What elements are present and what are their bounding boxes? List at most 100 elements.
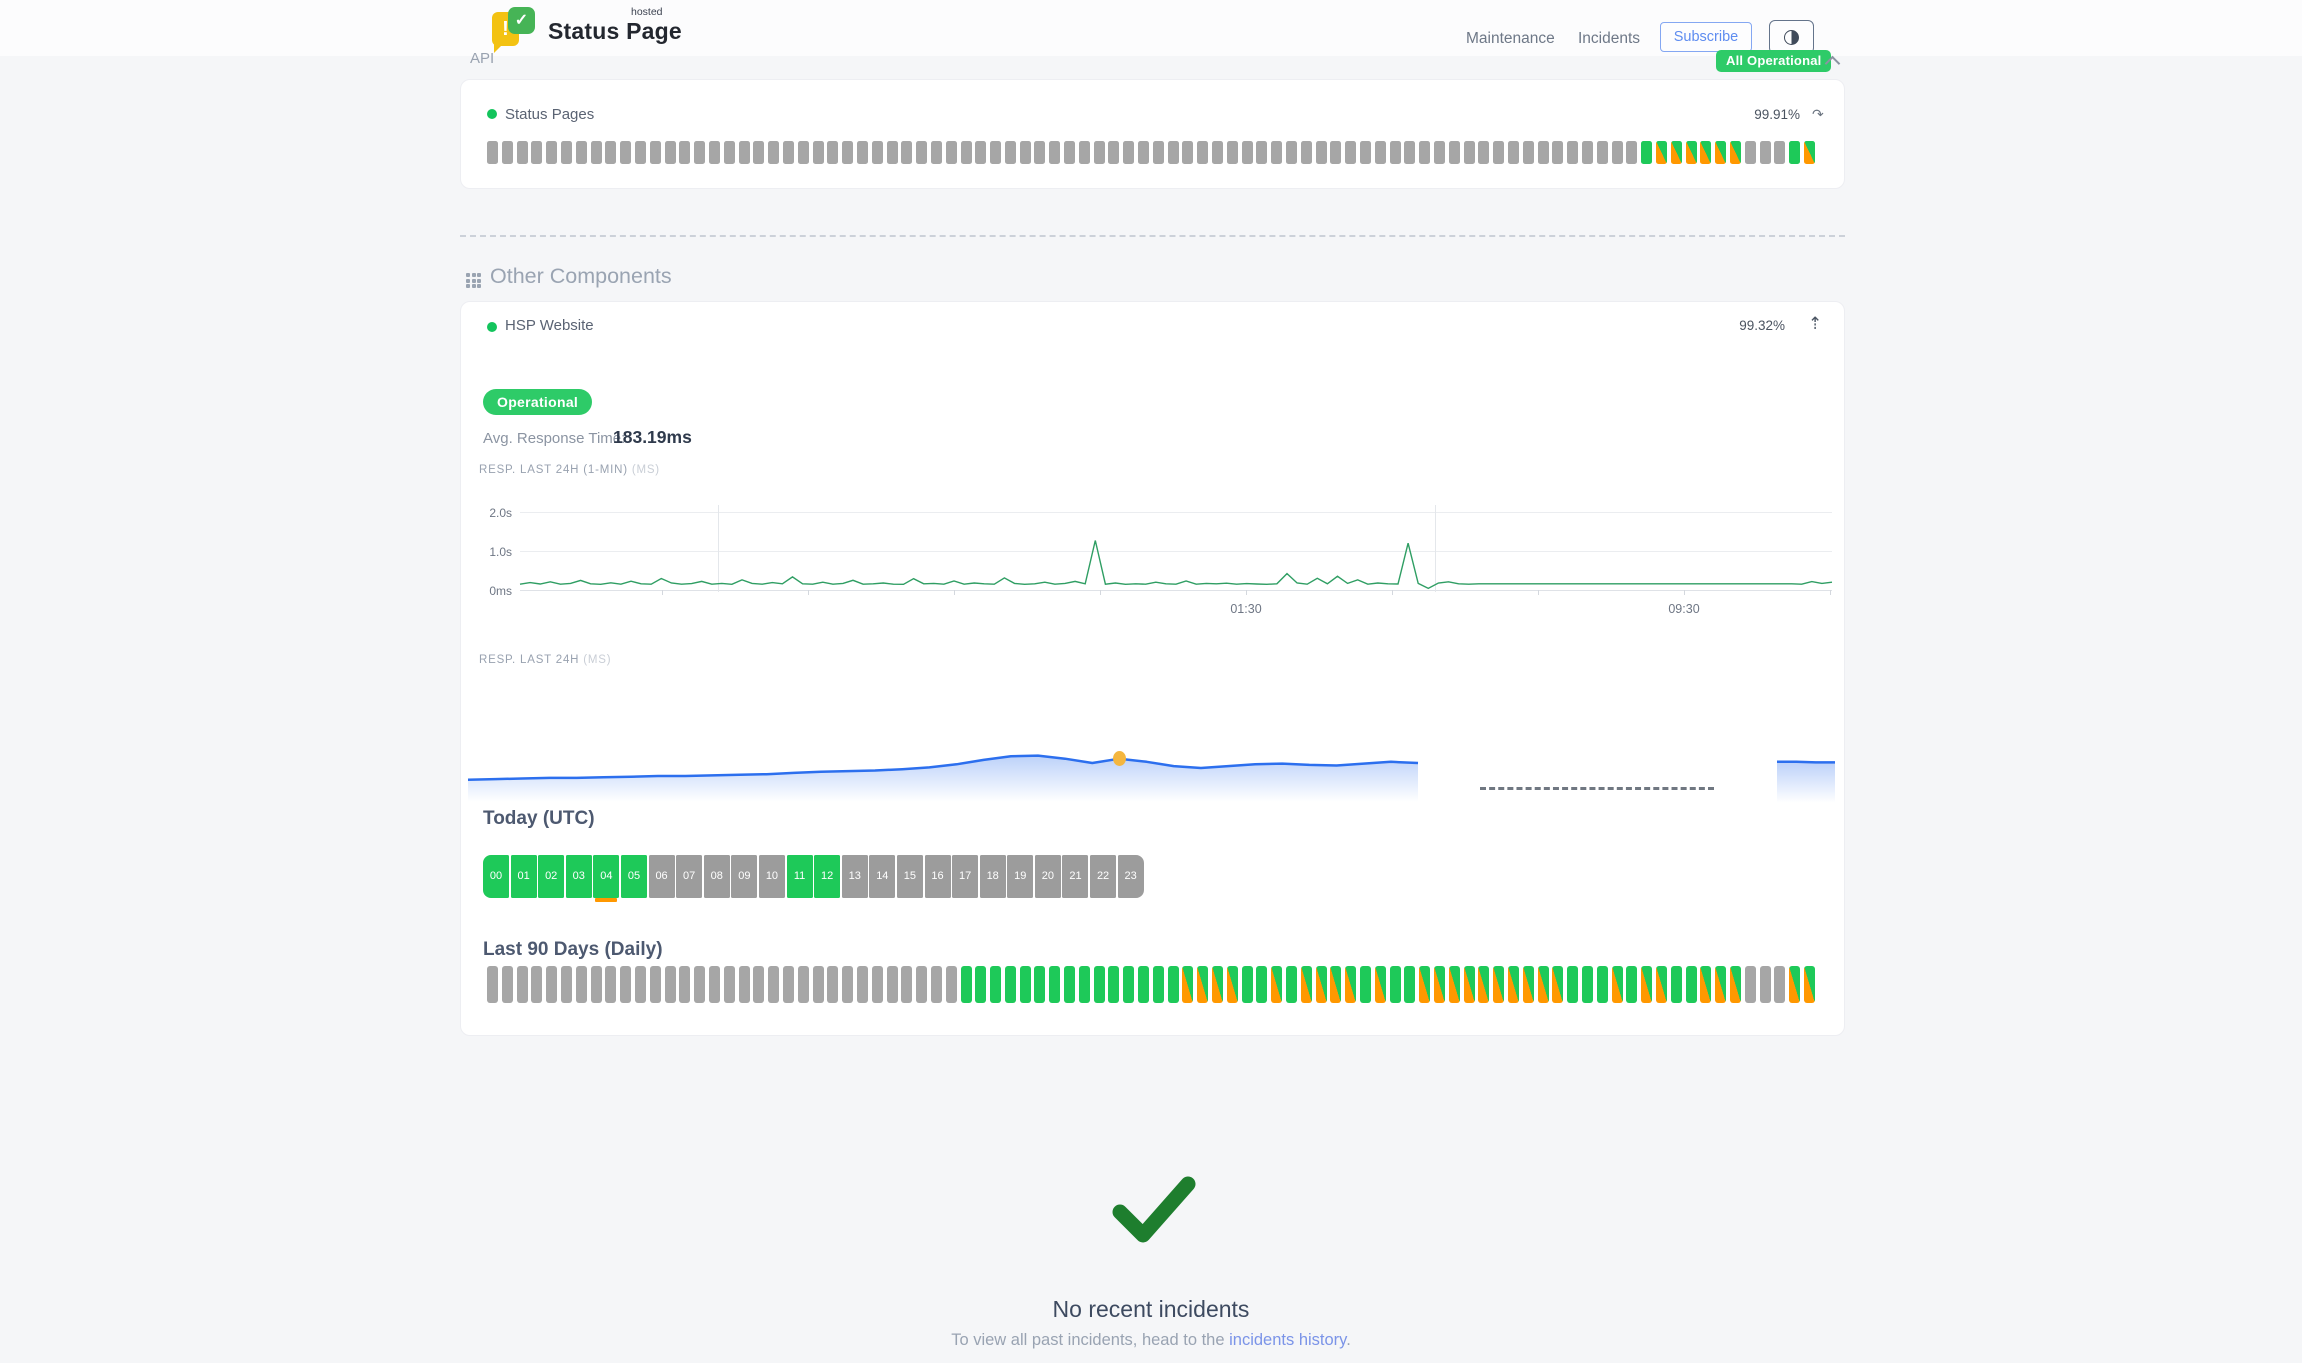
uptime-bar[interactable] <box>1655 141 1667 164</box>
uptime-bar[interactable] <box>1167 141 1179 164</box>
day-bar[interactable] <box>679 966 691 1003</box>
day-bar[interactable] <box>1522 966 1534 1003</box>
day-bar[interactable] <box>1300 966 1312 1003</box>
uptime-bar[interactable] <box>1212 141 1224 164</box>
hour-block[interactable]: 11 <box>786 855 813 898</box>
chart-marker-dot[interactable] <box>1112 751 1126 767</box>
hour-block[interactable]: 23 <box>1117 855 1144 898</box>
uptime-bar[interactable] <box>590 141 602 164</box>
day-bar[interactable] <box>620 966 632 1003</box>
day-bar[interactable] <box>1744 966 1756 1003</box>
uptime-bar[interactable] <box>560 141 572 164</box>
uptime-bar[interactable] <box>620 141 632 164</box>
day-bar[interactable] <box>1241 966 1253 1003</box>
day-bar[interactable] <box>694 966 706 1003</box>
uptime-bar[interactable] <box>916 141 928 164</box>
hour-block[interactable]: 13 <box>841 855 868 898</box>
day-bar[interactable] <box>1611 966 1623 1003</box>
uptime-bar[interactable] <box>649 141 661 164</box>
uptime-bar[interactable] <box>1729 141 1741 164</box>
uptime-bar[interactable] <box>812 141 824 164</box>
uptime-bar[interactable] <box>1078 141 1090 164</box>
uptime-bar[interactable] <box>797 141 809 164</box>
uptime-bar[interactable] <box>856 141 868 164</box>
uptime-bar[interactable] <box>1434 141 1445 164</box>
day-bar[interactable] <box>1803 966 1815 1003</box>
day-bar[interactable] <box>1034 966 1046 1003</box>
day-bar[interactable] <box>1226 966 1238 1003</box>
hour-block[interactable]: 09 <box>731 855 758 898</box>
uptime-bar[interactable] <box>694 141 706 164</box>
day-bar[interactable] <box>1138 966 1150 1003</box>
day-bar[interactable] <box>827 966 839 1003</box>
uptime-bar[interactable] <box>1256 141 1268 164</box>
hour-block[interactable]: 01 <box>510 855 537 898</box>
uptime-bar[interactable] <box>945 141 957 164</box>
hour-block[interactable]: 00 <box>483 855 509 898</box>
uptime-bar[interactable] <box>1596 141 1608 164</box>
day-bar[interactable] <box>738 966 750 1003</box>
day-bar[interactable] <box>1271 966 1283 1003</box>
nav-incidents[interactable]: Incidents <box>1578 30 1641 47</box>
day-bar[interactable] <box>812 966 824 1003</box>
uptime-bar[interactable] <box>1507 141 1519 164</box>
day-bar[interactable] <box>930 966 942 1003</box>
day-bar[interactable] <box>1419 966 1431 1003</box>
uptime-bar[interactable] <box>1389 141 1401 164</box>
day-bar[interactable] <box>531 966 543 1003</box>
hour-block[interactable]: 15 <box>896 855 923 898</box>
hour-block[interactable]: 16 <box>924 855 951 898</box>
day-bar[interactable] <box>1182 966 1194 1003</box>
day-bar[interactable] <box>501 966 513 1003</box>
uptime-bar[interactable] <box>1522 141 1534 164</box>
uptime-bar[interactable] <box>708 141 720 164</box>
day-bar[interactable] <box>975 966 987 1003</box>
hour-block[interactable]: 04 <box>593 855 620 902</box>
day-bar[interactable] <box>723 966 735 1003</box>
uptime-bar[interactable] <box>1019 141 1031 164</box>
uptime-bar[interactable] <box>1300 141 1312 164</box>
day-bar[interactable] <box>871 966 883 1003</box>
uptime-bar[interactable] <box>768 141 780 164</box>
day-bar[interactable] <box>1123 966 1135 1003</box>
day-bar[interactable] <box>1093 966 1105 1003</box>
uptime-bar[interactable] <box>990 141 1002 164</box>
uptime-bar[interactable] <box>827 141 839 164</box>
day-bar[interactable] <box>1567 966 1579 1003</box>
uptime-bar[interactable] <box>1774 141 1786 164</box>
uptime-bar[interactable] <box>871 141 883 164</box>
uptime-bar[interactable] <box>487 141 498 164</box>
uptime-bar[interactable] <box>605 141 617 164</box>
uptime-bar[interactable] <box>901 141 913 164</box>
uptime-bar[interactable] <box>634 141 646 164</box>
uptime-bar[interactable] <box>960 141 972 164</box>
day-bar[interactable] <box>960 966 972 1003</box>
hour-block[interactable]: 07 <box>676 855 703 898</box>
day-bar[interactable] <box>1374 966 1386 1003</box>
day-bar[interactable] <box>1448 966 1460 1003</box>
day-bar[interactable] <box>1049 966 1061 1003</box>
uptime-bar[interactable] <box>723 141 735 164</box>
day-bar[interactable] <box>856 966 868 1003</box>
day-bar[interactable] <box>945 966 957 1003</box>
day-bar[interactable] <box>1389 966 1401 1003</box>
uptime-bar[interactable] <box>1552 141 1564 164</box>
day-bar[interactable] <box>1330 966 1342 1003</box>
day-bar[interactable] <box>1641 966 1653 1003</box>
day-bar[interactable] <box>487 966 498 1003</box>
uptime-bar[interactable] <box>1108 141 1120 164</box>
uptime-bar[interactable] <box>1093 141 1105 164</box>
day-bar[interactable] <box>1552 966 1564 1003</box>
day-bar[interactable] <box>1197 966 1209 1003</box>
day-bar[interactable] <box>916 966 928 1003</box>
scroll-top-arrow-icon[interactable]: ⇡ <box>1808 314 1823 333</box>
uptime-bar[interactable] <box>1271 141 1283 164</box>
uptime-bar[interactable] <box>842 141 854 164</box>
day-bar[interactable] <box>605 966 617 1003</box>
day-bar[interactable] <box>1360 966 1372 1003</box>
uptime-bar[interactable] <box>1685 141 1697 164</box>
day-bar[interactable] <box>1715 966 1727 1003</box>
uptime-bar[interactable] <box>1567 141 1579 164</box>
hour-block[interactable]: 18 <box>979 855 1006 898</box>
uptime-bar[interactable] <box>1803 141 1815 164</box>
